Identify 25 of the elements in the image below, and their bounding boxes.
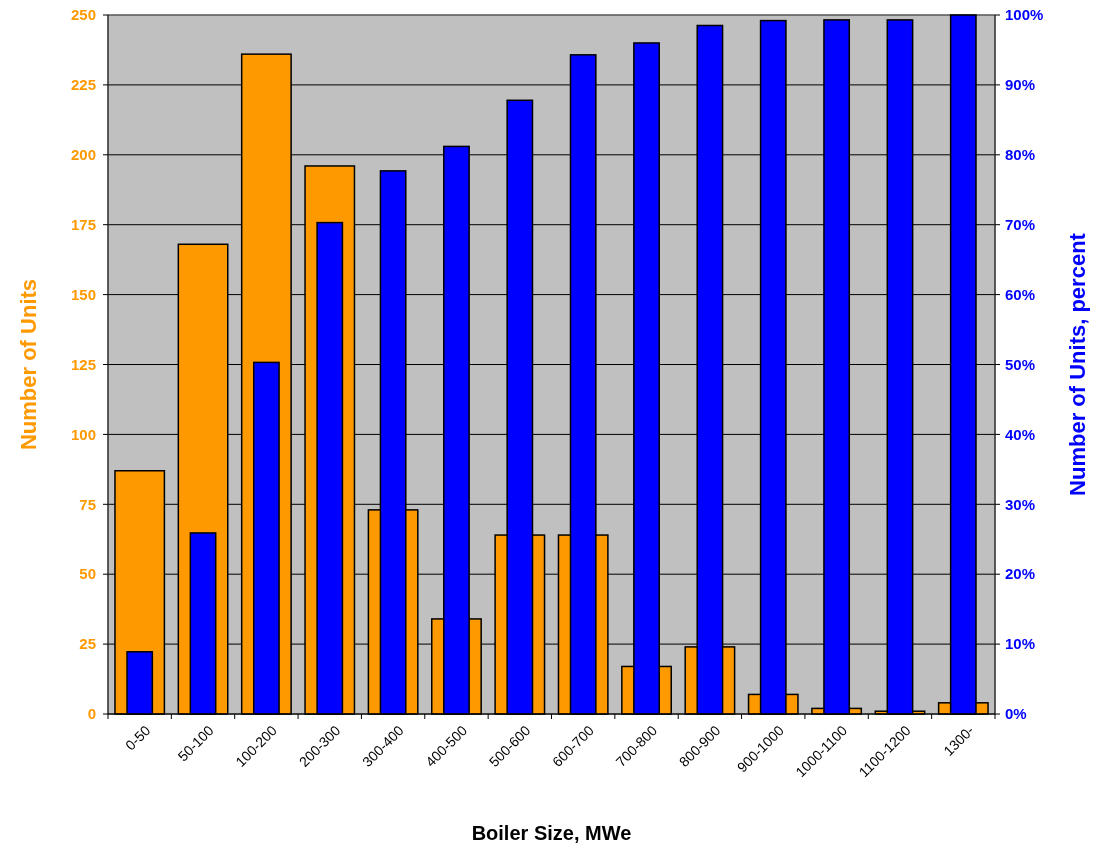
- y2-tick-label: 100%: [1005, 6, 1044, 24]
- y2-tick-label: 0%: [1005, 705, 1027, 723]
- y-tick-label: 25: [79, 635, 96, 653]
- y2-tick-label: 70%: [1005, 215, 1036, 233]
- y-tick-label: 225: [70, 76, 96, 94]
- y-tick-label: 150: [70, 285, 96, 303]
- y2-tick-label: 60%: [1005, 285, 1036, 303]
- x-axis-title: Boiler Size, MWe: [471, 822, 632, 844]
- y2-tick-label: 40%: [1005, 425, 1036, 443]
- y2-tick-label: 30%: [1005, 495, 1036, 513]
- y-tick-label: 100: [70, 425, 96, 443]
- y2-axis-title: Number of Units, percent: [1065, 232, 1090, 496]
- y-tick-label: 200: [70, 146, 96, 164]
- y-tick-label: 75: [79, 495, 96, 513]
- y2-tick-label: 20%: [1005, 565, 1036, 583]
- y2-tick-label: 90%: [1005, 76, 1036, 94]
- y-tick-label: 50: [79, 565, 96, 583]
- y-tick-label: 175: [70, 215, 96, 233]
- y2-tick-label: 10%: [1005, 635, 1036, 653]
- y-axis-title: Number of Units: [16, 278, 41, 451]
- y-tick-label: 0: [87, 705, 96, 723]
- y-tick-label: 250: [70, 6, 96, 24]
- y2-tick-label: 80%: [1005, 146, 1036, 164]
- y2-tick-label: 50%: [1005, 355, 1036, 373]
- y-tick-label: 125: [70, 355, 96, 373]
